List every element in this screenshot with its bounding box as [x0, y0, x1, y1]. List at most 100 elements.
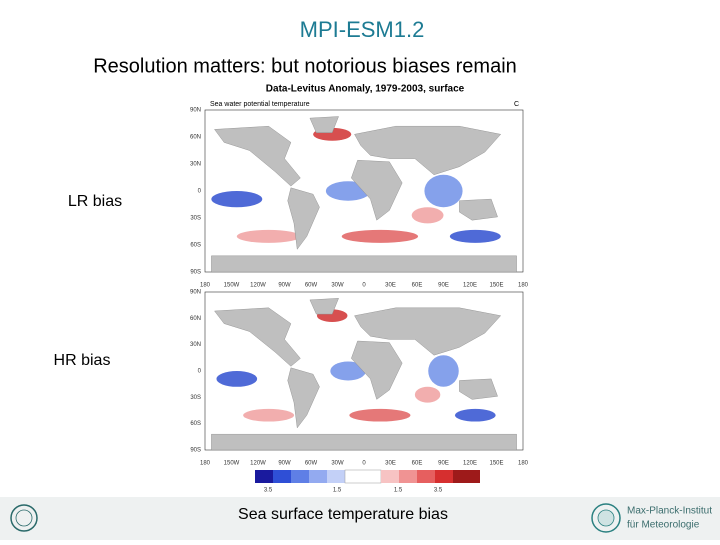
slide-subtitle: Resolution matters: but notorious biases… — [93, 55, 517, 77]
land — [309, 298, 339, 315]
lat-label: 60S — [190, 421, 201, 427]
colorbar-label: 3.5 — [264, 488, 273, 494]
lon-label: 90W — [278, 283, 291, 289]
colorbar-cell — [399, 470, 417, 483]
lat-label: 60S — [190, 243, 201, 249]
land — [287, 367, 320, 429]
colorbar-cell — [327, 470, 345, 483]
bias-region — [454, 408, 496, 422]
lat-label: 30N — [190, 342, 201, 348]
left-logo-inner — [15, 509, 33, 527]
colorbar-label: 1.5 — [333, 488, 342, 494]
lon-label: 150E — [489, 461, 503, 467]
lat-label: 60N — [190, 316, 201, 322]
lon-label: 60W — [305, 461, 318, 467]
lon-label: 120E — [463, 283, 477, 289]
lon-label: 180 — [200, 283, 211, 289]
lon-label: 150E — [489, 283, 503, 289]
land — [351, 159, 403, 221]
institute-line1: Max-Planck-Institut — [627, 506, 712, 517]
lon-label: 30W — [331, 461, 344, 467]
lon-label: 60E — [412, 461, 423, 467]
lon-label: 30E — [385, 283, 396, 289]
bias-region — [414, 386, 441, 403]
land — [351, 340, 403, 400]
colorbar-cell — [273, 470, 291, 483]
lat-label: 90S — [190, 448, 201, 454]
institute-line2: für Meteorologie — [627, 520, 700, 531]
lr-map: 90N 60N 30N 0 30S 60S 90S 180 150W 120W 90W 60W 30W 0… — [190, 108, 529, 289]
right-logo — [591, 503, 621, 533]
bias-region — [330, 361, 366, 381]
lon-label: 180 — [518, 283, 529, 289]
lat-label: 0 — [198, 189, 202, 195]
figure-variable: Sea water potential temperature — [210, 101, 310, 108]
bias-region — [424, 174, 463, 208]
lat-label: 60N — [190, 135, 201, 141]
land — [287, 187, 320, 250]
lon-label: 60W — [305, 283, 318, 289]
bias-region — [428, 355, 459, 387]
lon-label: 120W — [250, 461, 266, 467]
lon-label: 30E — [385, 461, 396, 467]
lat-label: 0 — [198, 369, 202, 375]
lat-label: 30N — [190, 162, 201, 168]
bias-region — [449, 229, 501, 243]
land — [211, 255, 517, 273]
land — [214, 125, 301, 187]
lon-label: 0 — [362, 283, 366, 289]
left-logo — [10, 504, 38, 532]
colorbar-cell — [291, 470, 309, 483]
land — [214, 307, 301, 367]
caption: Sea surface temperature bias — [238, 506, 448, 523]
colorbar-cell — [453, 470, 480, 483]
lon-label: 0 — [362, 461, 366, 467]
figure-header: Data-Levitus Anomaly, 1979-2003, surface — [266, 84, 465, 95]
colorbar — [255, 469, 480, 484]
lon-label: 150W — [224, 461, 240, 467]
land — [211, 434, 517, 451]
lat-label: 90S — [190, 270, 201, 276]
lon-label: 60E — [412, 283, 423, 289]
lon-label: 180 — [518, 461, 529, 467]
hr-map: 90N 60N 30N 0 30S 60S 90S 180 150W 120W 90W 60W 30W 0… — [190, 290, 529, 467]
colorbar-cell — [309, 470, 327, 483]
colorbar-labels: 3.5 1.5 1.5 3.5 — [264, 488, 443, 494]
colorbar-cell — [417, 470, 435, 483]
bias-region — [216, 371, 258, 387]
colorbar-label: 1.5 — [394, 488, 403, 494]
colorbar-label: 3.5 — [434, 488, 443, 494]
bias-region — [236, 229, 301, 243]
lat-label: 90N — [190, 290, 201, 296]
bias-region — [411, 207, 444, 224]
lon-label: 90E — [438, 461, 449, 467]
bias-region — [243, 408, 295, 422]
land — [459, 198, 498, 221]
land — [354, 307, 502, 356]
colorbar-cell — [435, 470, 453, 483]
lr-label: LR bias — [68, 193, 122, 210]
lat-label: 30S — [190, 216, 201, 222]
bias-region — [341, 229, 419, 243]
colorbar-cell — [344, 469, 382, 484]
figure-unit: C — [514, 101, 519, 108]
colorbar-cell — [381, 470, 399, 483]
land — [354, 126, 502, 176]
hr-label: HR bias — [54, 352, 111, 369]
land — [459, 378, 498, 400]
bias-region — [211, 191, 263, 208]
bias-region — [349, 408, 411, 422]
lon-label: 150W — [224, 283, 240, 289]
lon-label: 180 — [200, 461, 211, 467]
lon-label: 30W — [331, 283, 344, 289]
lon-label: 120W — [250, 283, 266, 289]
lat-label: 90N — [190, 108, 201, 114]
land — [309, 116, 339, 133]
right-logo-inner — [597, 509, 615, 527]
lon-label: 120E — [463, 461, 477, 467]
lon-label: 90W — [278, 461, 291, 467]
lat-label: 30S — [190, 395, 201, 401]
slide-title: MPI-ESM1.2 — [300, 17, 425, 42]
lon-label: 90E — [438, 283, 449, 289]
